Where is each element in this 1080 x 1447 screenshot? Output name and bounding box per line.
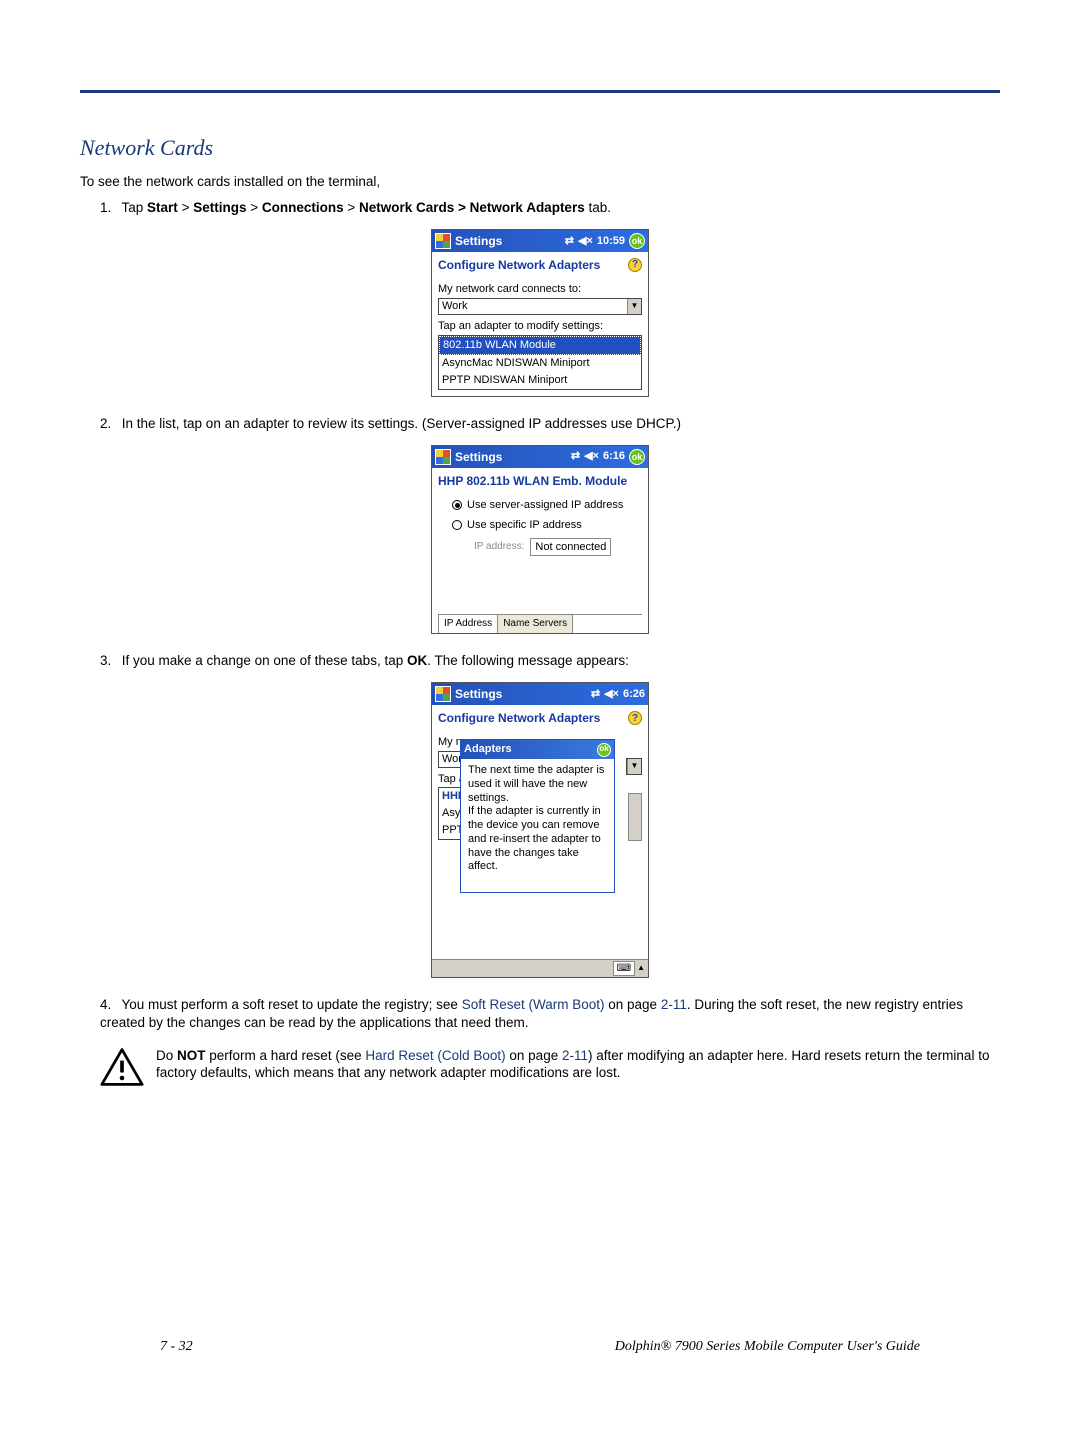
list-item[interactable]: PPTP NDISWAN Miniport: [439, 372, 641, 389]
pp1-connect-label: My network card connects to:: [438, 282, 642, 297]
connectivity-icon: ⇄: [565, 234, 574, 249]
chevron-down-icon: ▼: [627, 299, 641, 314]
hard-reset-link[interactable]: Hard Reset (Cold Boot): [365, 1048, 505, 1063]
step-1: 1. Tap Start > Settings > Connections > …: [100, 199, 1000, 217]
ok-button[interactable]: ok: [629, 449, 645, 465]
ip-address-row: IP address: Not connected: [474, 538, 642, 557]
radio-icon: [452, 520, 462, 530]
sound-icon: ◀×: [604, 687, 619, 702]
ip-address-value: Not connected: [530, 538, 611, 557]
list-item[interactable]: 802.11b WLAN Module: [439, 336, 641, 355]
page-number: 7 - 32: [160, 1338, 193, 1357]
screenshot-3: Settings ⇄ ◀× 6:26 Configure Network Ada…: [431, 682, 649, 978]
radio-icon: [452, 500, 462, 510]
step-4: 4. You must perform a soft reset to upda…: [100, 996, 1000, 1032]
pp1-subhead: Configure Network Adapters ?: [432, 252, 648, 276]
ok-button[interactable]: ok: [629, 233, 645, 249]
chevron-down-icon: ▼: [627, 759, 641, 774]
pp2-tabs: IP Address Name Servers: [438, 614, 642, 633]
sound-icon: ◀×: [584, 449, 599, 464]
section-title: Network Cards: [80, 133, 1000, 163]
start-icon: [435, 449, 451, 465]
start-icon: [435, 686, 451, 702]
screenshot-1: Settings ⇄ ◀× 10:59 ok Configure Network…: [431, 229, 649, 396]
pp1-titlebar: Settings ⇄ ◀× 10:59 ok: [432, 230, 648, 252]
adapters-dialog: Adapters ok The next time the adapter is…: [460, 739, 615, 893]
dialog-ok-button[interactable]: ok: [597, 743, 611, 757]
soft-reset-link[interactable]: Soft Reset (Warm Boot): [462, 997, 605, 1012]
warning-note: Do NOT perform a hard reset (see Hard Re…: [80, 1047, 1000, 1092]
dialog-body: The next time the adapter is used it wil…: [461, 759, 614, 892]
tab-ip-address[interactable]: IP Address: [438, 614, 498, 633]
list-item[interactable]: AsyncMac NDISWAN Miniport: [439, 355, 641, 372]
pp1-title: Settings: [455, 233, 565, 249]
pp1-dropdown[interactable]: Work ▼: [438, 298, 642, 315]
page-link[interactable]: 2-11: [562, 1048, 588, 1063]
pp3-subhead: Configure Network Adapters ?: [432, 705, 648, 729]
radio-specific-ip[interactable]: Use specific IP address: [452, 518, 642, 533]
pp3-time: 6:26: [623, 687, 645, 702]
pp2-time: 6:16: [603, 449, 625, 464]
warning-icon: [100, 1047, 144, 1092]
scrollbar[interactable]: [628, 793, 642, 841]
sound-icon: ◀×: [578, 234, 593, 249]
page-footer: 7 - 32 Dolphin® 7900 Series Mobile Compu…: [160, 1338, 920, 1357]
pp1-time: 10:59: [597, 234, 625, 249]
header-rule: [80, 90, 1000, 93]
pp3-bottom-bar: ⌨ ▲: [432, 959, 648, 977]
up-arrow-icon[interactable]: ▲: [637, 963, 645, 974]
step-3: 3. If you make a change on one of these …: [100, 652, 1000, 670]
start-icon: [435, 233, 451, 249]
page-link[interactable]: 2-11: [661, 997, 687, 1012]
keyboard-icon[interactable]: ⌨: [613, 961, 635, 977]
pp2-title: Settings: [455, 449, 571, 465]
step-2: 2. In the list, tap on an adapter to rev…: [100, 415, 1000, 433]
intro-text: To see the network cards installed on th…: [80, 173, 1000, 191]
tab-name-servers[interactable]: Name Servers: [497, 614, 573, 633]
screenshot-2: Settings ⇄ ◀× 6:16 ok HHP 802.11b WLAN E…: [431, 445, 649, 634]
pp1-adapter-list[interactable]: 802.11b WLAN Module AsyncMac NDISWAN Min…: [438, 335, 642, 390]
pp3-titlebar: Settings ⇄ ◀× 6:26: [432, 683, 648, 705]
connectivity-icon: ⇄: [571, 449, 580, 464]
radio-server-ip[interactable]: Use server-assigned IP address: [452, 498, 642, 513]
help-icon[interactable]: ?: [628, 711, 642, 725]
pp2-titlebar: Settings ⇄ ◀× 6:16 ok: [432, 446, 648, 468]
pp1-tap-label: Tap an adapter to modify settings:: [438, 319, 642, 334]
footer-title: Dolphin® 7900 Series Mobile Computer Use…: [615, 1338, 920, 1357]
pp2-subhead: HHP 802.11b WLAN Emb. Module: [432, 468, 648, 492]
connectivity-icon: ⇄: [591, 687, 600, 702]
pp3-title: Settings: [455, 686, 591, 702]
help-icon[interactable]: ?: [628, 258, 642, 272]
